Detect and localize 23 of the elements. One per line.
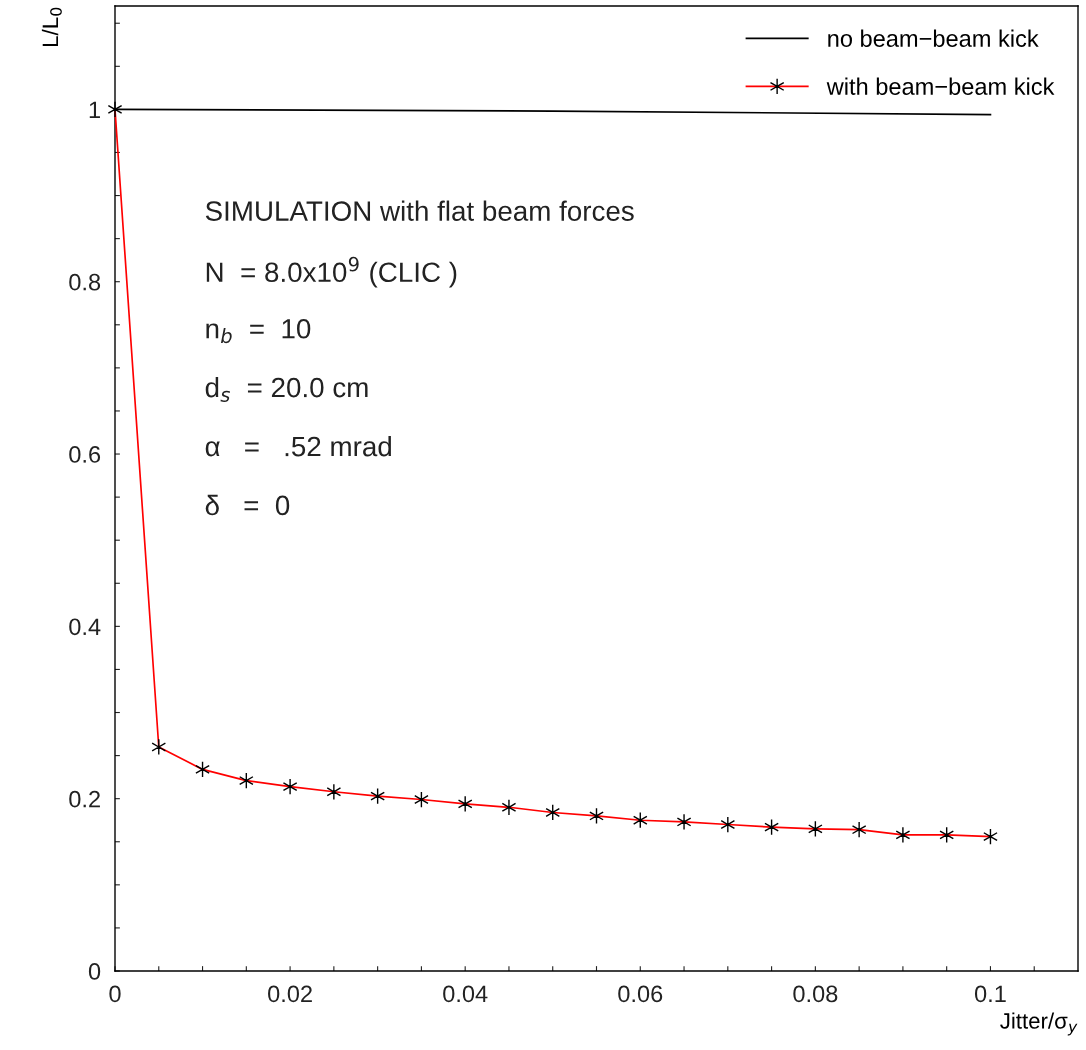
x-tick-label: 0.06	[618, 985, 663, 1003]
x-tick-label: 0	[109, 985, 121, 1003]
legend-label: with beam−beam kick	[826, 77, 1055, 95]
x-tick-label: 0.1	[974, 985, 1006, 1003]
y-tick-label: 1	[89, 101, 100, 118]
x-tick-label: 0.08	[793, 985, 838, 1003]
y-tick-label: 0.4	[69, 618, 101, 636]
annotation: SIMULATION with flat beam forces	[205, 200, 634, 221]
x-tick-label: 0.04	[443, 985, 488, 1003]
y-axis-title: L/L$_{0}$	[41, 7, 62, 46]
annotation: n$_{b}$ = 10	[206, 318, 311, 344]
y-tick-label: 0	[88, 963, 101, 980]
y-tick-label: 0.6	[69, 446, 101, 463]
y-tick-label: 0.8	[69, 273, 101, 291]
y-tick-label: 0.2	[69, 790, 100, 808]
x-tick-label: 0.02	[268, 985, 312, 1003]
annotation: d$_{s}$ = 20.0 cm	[205, 376, 368, 402]
point	[107, 101, 123, 118]
legend-label: no beam−beam kick	[828, 29, 1039, 47]
annotation: δ = 0	[205, 494, 290, 516]
x-axis-title: Jitter/σ$_{y}$	[1000, 1012, 1078, 1036]
annotation: α = .52 mrad	[205, 435, 391, 457]
annotation: N = 8.0x10$^{9}$ (CLIC )	[206, 256, 457, 288]
